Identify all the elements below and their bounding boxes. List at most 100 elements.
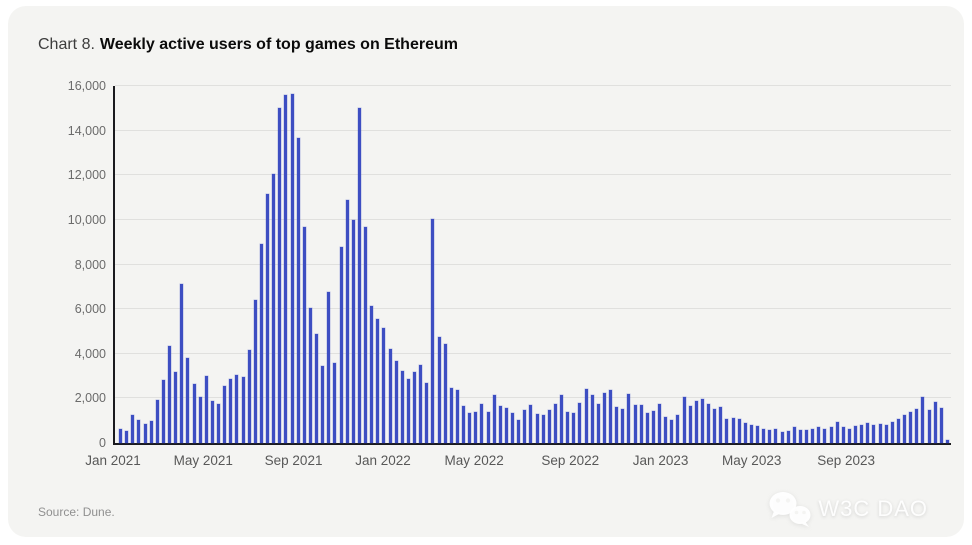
bar [247,350,251,443]
bar [315,333,318,443]
bar [731,417,735,443]
y-tick-label: 2,000 [74,391,106,406]
y-tick-label: 0 [99,436,106,450]
bar [768,430,772,443]
bar [425,382,429,443]
bar [572,412,576,443]
bar [480,404,484,443]
bar [602,393,606,443]
bar [700,399,704,443]
bar [725,419,729,443]
bar [651,411,655,443]
bar [854,426,857,443]
y-tick-label: 8,000 [74,257,106,272]
bar [351,219,355,443]
bar [394,361,398,443]
bar [811,428,815,443]
bar [578,402,582,443]
bar [774,429,778,443]
bar [682,397,686,443]
bar [388,349,392,443]
bar [198,397,202,443]
bar [137,419,141,443]
bar [847,428,851,443]
bar [535,414,539,443]
y-tick-label: 6,000 [74,302,106,317]
bar [272,173,276,443]
bar [204,376,208,443]
bar [333,362,337,443]
bar [823,429,827,443]
bar [339,246,343,443]
bar [210,401,214,443]
gridline-4000 [115,352,951,354]
bar [259,243,263,443]
bar [903,415,906,443]
bar [566,412,570,443]
bar [284,95,288,443]
x-tick-label: May 2023 [722,453,782,468]
bar [529,405,533,443]
bar [504,407,508,443]
bar [878,423,882,443]
bar [143,423,147,443]
bar [223,386,227,443]
bar [590,395,594,443]
bar [443,343,447,443]
bar [798,429,802,443]
bar [498,405,502,443]
bar [541,415,545,443]
bar [511,413,514,443]
bar [437,337,441,443]
bar [431,218,435,443]
bar [841,426,845,443]
gridline-14000 [115,129,951,131]
bar [872,425,876,443]
bar [327,292,331,443]
bar [884,425,888,443]
bar [707,404,710,443]
bar [933,402,937,443]
bar [945,440,949,443]
wechat-icon [769,492,811,527]
bar [523,409,527,443]
bar [419,365,423,443]
bar [792,426,796,443]
x-tick-label: Jan 2023 [632,453,689,468]
bar [462,405,465,443]
chart-title-text: Weekly active users of top games on Ethe… [99,36,458,53]
bar [492,395,496,443]
x-tick-label: Jan 2021 [85,453,141,468]
bar-series [115,86,951,443]
plot-area [113,85,951,445]
bar [125,430,129,443]
bar [400,371,404,443]
chart-title: Chart 8. Weekly active users of top games… [38,35,458,55]
y-tick-label: 16,000 [67,79,106,93]
bar [235,374,239,443]
bar [278,107,282,443]
bar [866,423,870,443]
bar [241,376,245,443]
bar [290,93,294,443]
chart-card: Chart 8. Weekly active users of top games… [8,6,964,537]
bar [688,405,692,443]
x-tick-label: May 2022 [444,453,504,468]
bar [474,412,478,443]
bar [321,366,325,443]
gridline-16000 [115,85,951,86]
bar [155,400,159,443]
bar [921,396,925,443]
bar [302,227,306,443]
bar [192,383,196,443]
y-tick-label: 14,000 [67,123,106,138]
bar [161,380,165,443]
bar [584,389,588,443]
bar [609,390,612,443]
bar [547,409,551,443]
bar [676,415,680,443]
bar [829,426,833,443]
x-tick-label: May 2021 [173,453,233,468]
bar [694,401,698,443]
